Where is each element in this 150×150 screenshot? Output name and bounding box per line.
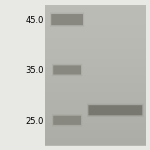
FancyBboxPatch shape (53, 116, 81, 125)
FancyBboxPatch shape (52, 64, 82, 76)
FancyBboxPatch shape (51, 14, 83, 25)
FancyBboxPatch shape (87, 104, 144, 117)
FancyBboxPatch shape (50, 12, 84, 27)
FancyBboxPatch shape (53, 65, 81, 75)
FancyBboxPatch shape (52, 114, 82, 126)
FancyBboxPatch shape (88, 105, 142, 115)
